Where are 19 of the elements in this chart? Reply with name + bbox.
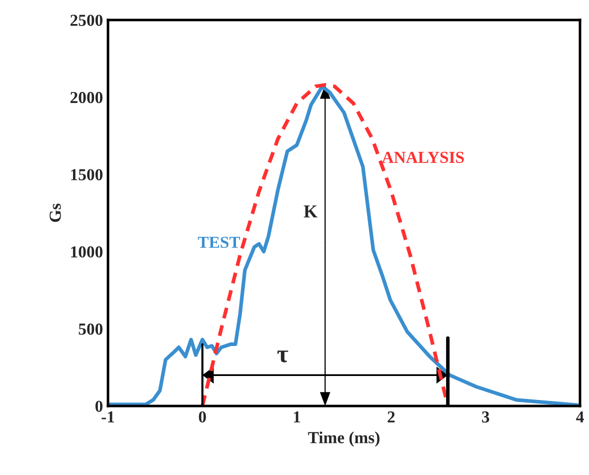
y-tick-label: 0 [95, 400, 103, 412]
x-tick-label: 4 [576, 411, 584, 422]
x-tick-label: 0 [198, 411, 206, 423]
x-tick-label: 1 [294, 411, 300, 422]
series-label: TEST [198, 236, 240, 248]
x-axis-title: Time (ms) [308, 432, 380, 447]
x-tick-label: 3 [482, 411, 490, 423]
line-series [108, 84, 579, 406]
annotation: τ [277, 350, 288, 362]
x-tick-label: 2 [388, 411, 395, 422]
y-tick-label: 1000 [71, 246, 103, 258]
annotation: K [304, 206, 318, 218]
y-tick-label: 2500 [70, 14, 103, 26]
series-label: ANALYSIS [382, 152, 464, 163]
y-tick-label: 2000 [70, 92, 103, 104]
y-axis-title: Gs [50, 204, 61, 222]
y-tick-label: 500 [78, 324, 103, 335]
x-tick-label: -1 [102, 411, 114, 422]
y-tick-label: 1500 [71, 169, 103, 180]
